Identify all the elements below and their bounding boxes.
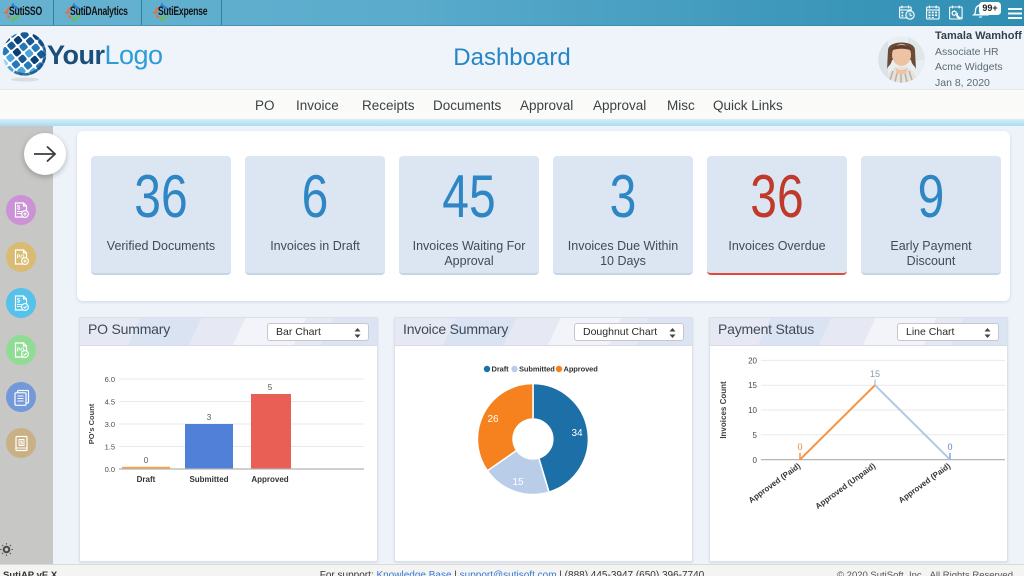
svg-text:Invoices Count: Invoices Count [719,381,728,439]
svg-text:4.5: 4.5 [105,398,115,407]
svg-text:Approved: Approved [251,475,288,484]
svg-text:15: 15 [870,369,880,379]
svg-text:0: 0 [144,456,149,465]
svg-text:15: 15 [512,477,524,488]
svg-text:Draft: Draft [492,365,510,374]
svg-text:3.0: 3.0 [105,420,115,429]
svg-text:Submitted: Submitted [189,475,228,484]
svg-text:5: 5 [268,383,273,392]
svg-text:20: 20 [748,357,757,366]
svg-text:Approved (Unpaid): Approved (Unpaid) [814,461,878,511]
svg-text:0: 0 [753,456,758,465]
svg-text:34: 34 [571,428,583,439]
svg-text:$: $ [17,298,21,304]
svg-text:3: 3 [207,413,212,422]
svg-text:PO: PO [16,254,24,260]
svg-text:PO's Count: PO's Count [87,403,96,444]
svg-text:26: 26 [487,414,499,425]
svg-text:15: 15 [748,381,757,390]
svg-text:6.0: 6.0 [105,375,115,384]
svg-text:10: 10 [748,406,757,415]
svg-text:Draft: Draft [137,475,156,484]
svg-text:$: $ [17,205,21,211]
svg-text:Approved (Paid): Approved (Paid) [897,461,953,505]
svg-text:1.5: 1.5 [105,443,115,452]
svg-text:Submitted: Submitted [519,365,555,374]
svg-text:0.0: 0.0 [105,465,115,474]
svg-text:0: 0 [797,442,802,452]
svg-text:Approved: Approved [564,365,599,374]
svg-text:PO: PO [16,347,24,353]
svg-text:0: 0 [947,442,952,452]
svg-text:$: $ [20,440,23,446]
svg-text:Approved (Paid): Approved (Paid) [747,461,803,505]
svg-text:5: 5 [753,431,758,440]
